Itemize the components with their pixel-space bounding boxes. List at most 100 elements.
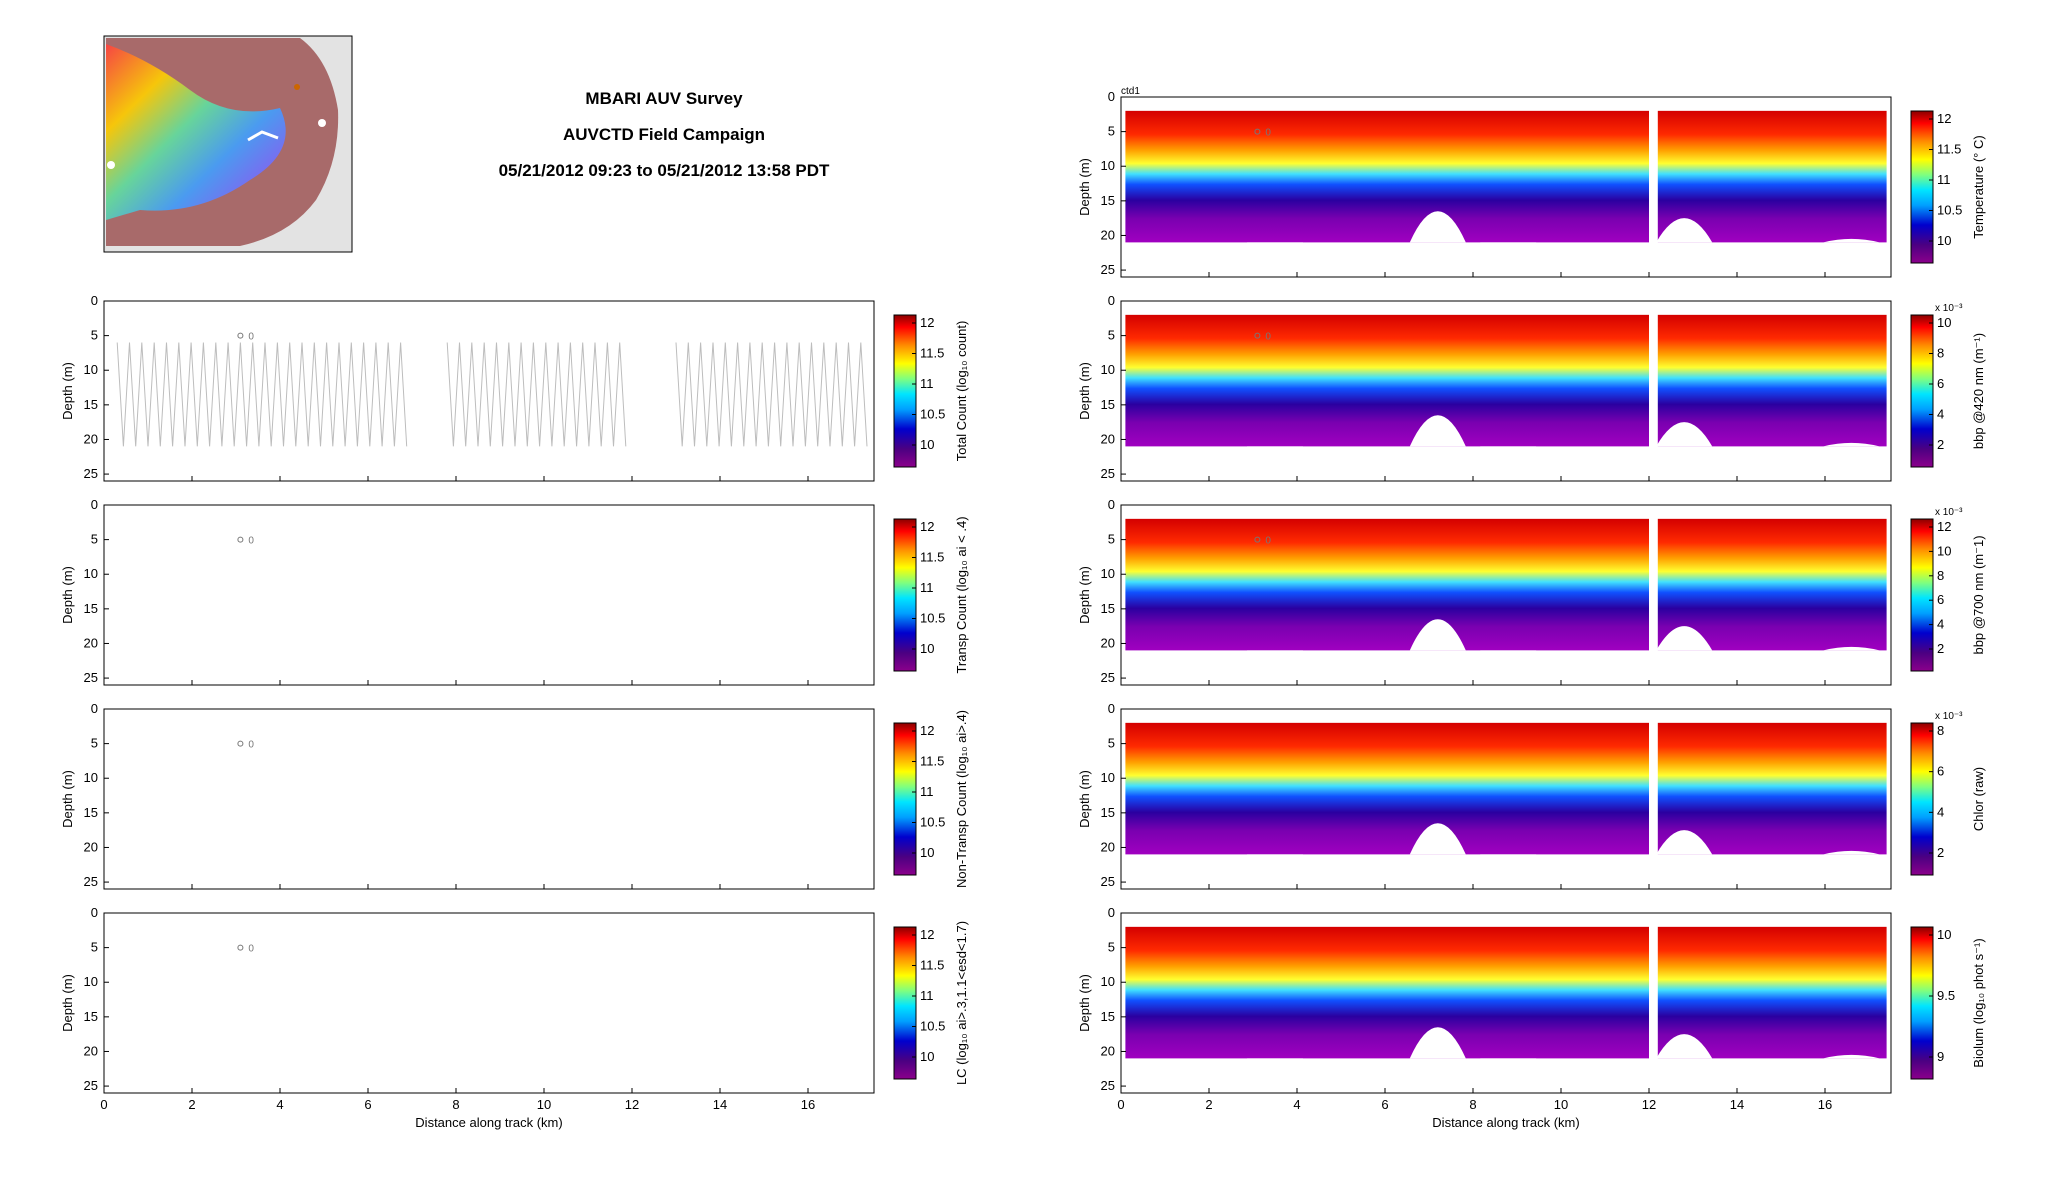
y-tick-label: 20 [1101, 839, 1115, 854]
colorbar-tick-label: 11.5 [920, 958, 944, 973]
seafloor-mask [1656, 626, 1713, 651]
y-tick-label: 25 [1101, 1078, 1115, 1093]
y-tick-label: 20 [84, 1043, 98, 1058]
colorbar-tick-label: 12 [920, 723, 934, 738]
y-tick-label: 0 [91, 497, 98, 512]
y-tick-label: 20 [1101, 1043, 1115, 1058]
y-tick-label: 25 [84, 670, 98, 685]
y-tick-label: 25 [84, 466, 98, 481]
y-tick-label: 25 [84, 1078, 98, 1093]
x-tick-label: 8 [1469, 1097, 1476, 1112]
colorbar [893, 926, 917, 1080]
y-tick-label: 10 [1101, 770, 1115, 785]
seafloor-mask [1409, 619, 1466, 651]
marker-label: 0 [1265, 332, 1271, 343]
colorbar-tick-label: 11.5 [920, 754, 944, 769]
title-line-1: MBARI AUV Survey [585, 89, 743, 108]
colorbar-tick-label: 8 [1937, 723, 1944, 738]
field-segment-b [1657, 722, 1887, 855]
x-tick-label: 0 [100, 1097, 107, 1112]
y-tick-label: 20 [1101, 635, 1115, 650]
position-marker [1254, 332, 1261, 339]
colorbar-tick-label: 12 [1937, 519, 1951, 534]
y-tick-label: 0 [91, 905, 98, 920]
y-axis-label: Depth (m) [1077, 566, 1092, 624]
colorbar-label: Temperature (° C) [1971, 135, 1986, 238]
y-tick-label: 25 [1101, 874, 1115, 889]
x-tick-label: 14 [713, 1097, 727, 1112]
chart-panel-6: 0 5 10 15 20 25 Depth (m) 0 12 10 8 6 4 2 x 10⁻³ bbp @7… [1077, 497, 1986, 686]
y-tick-label: 0 [91, 293, 98, 308]
seafloor-mask [1480, 242, 1537, 257]
chart-panel-2: 0 5 10 15 20 25 Depth (m) 0 12 11.5 11 10.5 10 Non-Tr… [60, 701, 969, 890]
chart-panel-4: 0 5 10 15 20 25 Depth (m) ctd1 0 12 11.5 11 10.5 10 Te… [1077, 86, 1986, 278]
y-tick-label: 10 [1101, 158, 1115, 173]
seafloor-mask [1409, 415, 1466, 447]
position-marker [1254, 536, 1261, 543]
plot-frame [103, 912, 875, 1094]
y-tick-label: 15 [84, 805, 98, 820]
y-tick-label: 25 [1101, 670, 1115, 685]
x-tick-label: 4 [276, 1097, 283, 1112]
seafloor-mask [1480, 854, 1537, 869]
colorbar-tick-label: 11.5 [920, 346, 944, 361]
y-tick-label: 15 [1101, 601, 1115, 616]
y-tick-label: 15 [84, 1009, 98, 1024]
y-tick-label: 0 [1108, 293, 1115, 308]
y-tick-label: 0 [1108, 89, 1115, 104]
colorbar-tick-label: 10.5 [920, 1019, 945, 1034]
colorbar-tick-label: 11 [920, 376, 934, 391]
y-tick-label: 20 [84, 431, 98, 446]
seafloor-mask [1823, 646, 1880, 651]
seafloor-mask [1656, 830, 1713, 855]
position-marker [1254, 128, 1261, 135]
x-axis-label: Distance along track (km) [415, 1115, 562, 1130]
y-axis-label: Depth (m) [1077, 158, 1092, 216]
colorbar-tick-label: 12 [920, 519, 934, 534]
y-tick-label: 25 [84, 874, 98, 889]
seafloor-mask [1247, 854, 1303, 869]
y-tick-label: 15 [84, 601, 98, 616]
colorbar-tick-label: 10.5 [920, 611, 945, 626]
chart-panel-0: 0 5 10 15 20 25 Depth (m) 0 12 11.5 11 10.5 10 Total … [60, 293, 969, 482]
colorbar-tick-label: 6 [1937, 376, 1944, 391]
y-tick-label: 15 [1101, 397, 1115, 412]
y-tick-label: 20 [84, 839, 98, 854]
seafloor-mask [1823, 1054, 1880, 1059]
seafloor-mask [1247, 446, 1303, 461]
seafloor-mask [1656, 218, 1713, 243]
colorbar [1910, 722, 1934, 876]
x-tick-label: 14 [1730, 1097, 1744, 1112]
field-segment-a [1125, 926, 1649, 1059]
field-segment-b [1657, 518, 1887, 651]
chart-panel-7: 0 5 10 15 20 25 Depth (m) 8 6 4 2 x 10⁻³ Chlor (raw) [1077, 701, 1986, 890]
colorbar-tick-label: 11.5 [1937, 142, 1961, 157]
x-tick-label: 12 [1642, 1097, 1656, 1112]
colorbar-tick-label: 11 [920, 784, 934, 799]
y-tick-label: 5 [91, 532, 98, 547]
colorbar-label: bbp @700 nm (m⁻1) [1971, 535, 1986, 654]
colorbar-tick-label: 12 [920, 927, 934, 942]
map-mooring-marker [294, 84, 300, 90]
plot-frame [103, 300, 875, 482]
track-line [116, 342, 868, 447]
colorbar-tick-label: 9 [1937, 1049, 1944, 1064]
plot-frame [103, 504, 875, 686]
x-tick-label: 16 [801, 1097, 815, 1112]
marker-label: 0 [1265, 128, 1271, 139]
colorbar [1910, 314, 1934, 468]
colorbar [893, 722, 917, 876]
y-tick-label: 10 [1101, 974, 1115, 989]
y-tick-label: 20 [1101, 227, 1115, 242]
colorbar-label: Non-Transp Count (log₁₀ ai>.4) [954, 710, 969, 888]
x-tick-label: 10 [537, 1097, 551, 1112]
x-axis-label: Distance along track (km) [1432, 1115, 1579, 1130]
marker-label: 0 [248, 944, 254, 955]
field-segment-a [1125, 314, 1649, 447]
colorbar-tick-label: 11 [1937, 172, 1951, 187]
position-marker [237, 944, 244, 951]
colorbar-tick-label: 10 [1937, 315, 1951, 330]
seafloor-mask [1823, 238, 1880, 243]
colorbar [893, 518, 917, 672]
